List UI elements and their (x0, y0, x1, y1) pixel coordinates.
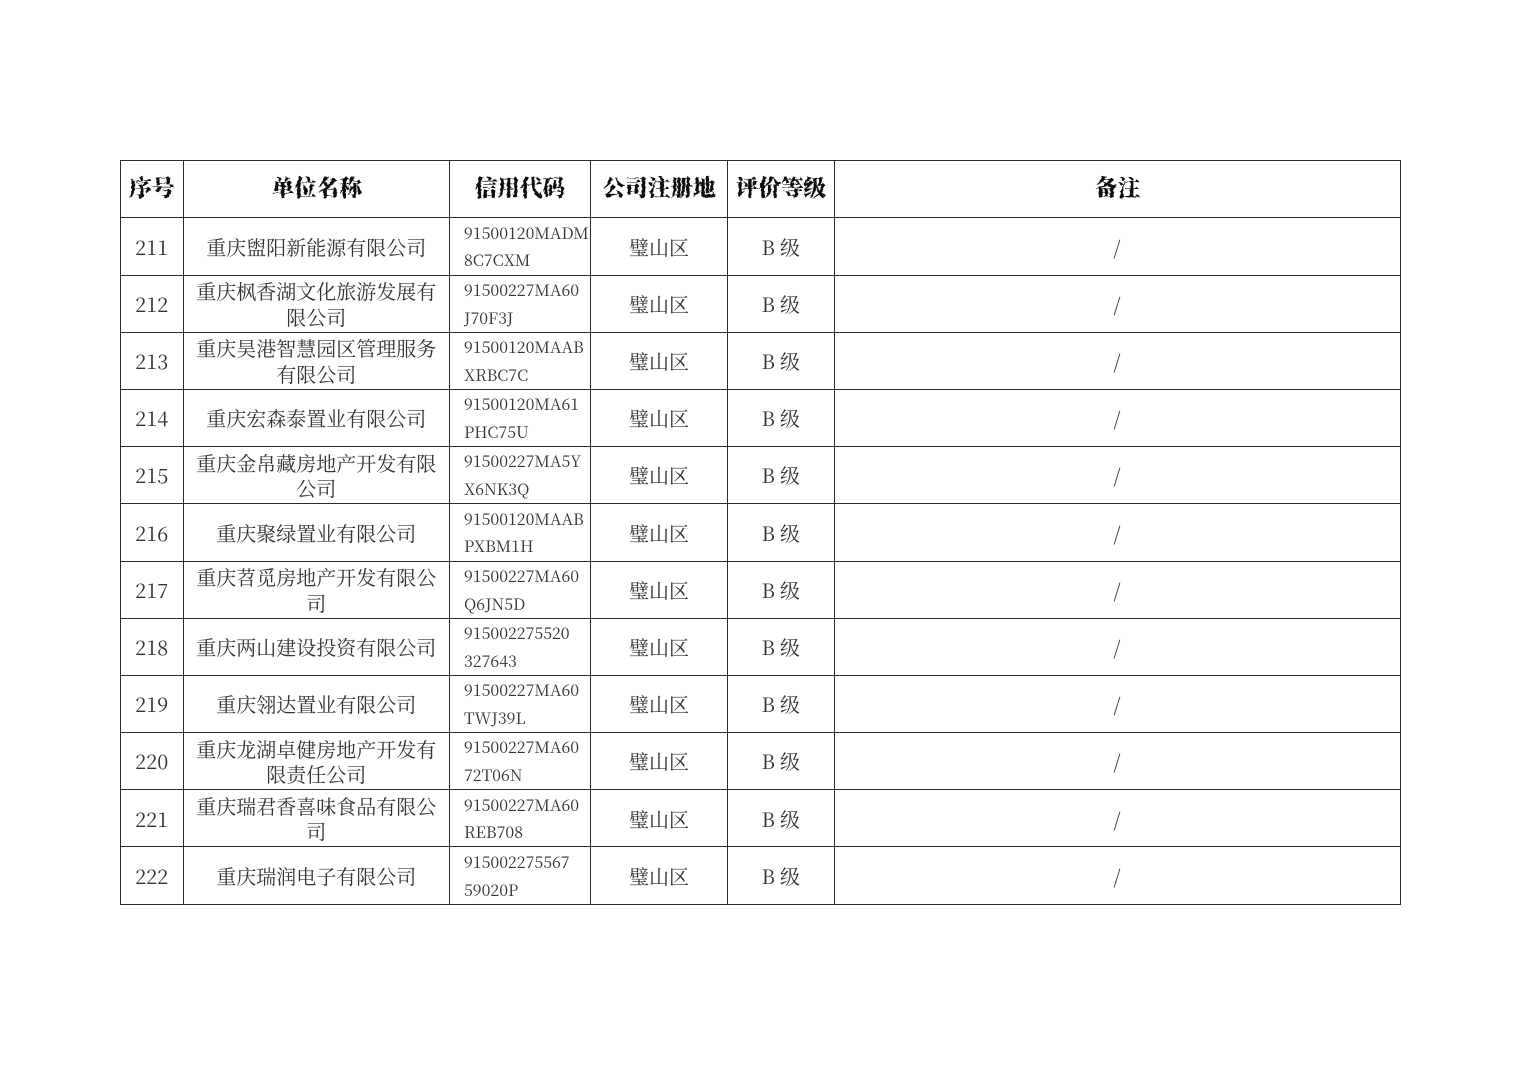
svg-text:序号: 序号 (129, 171, 175, 203)
svg-text:公司注册地: 公司注册地 (603, 171, 716, 203)
svg-text:备注: 备注 (1094, 171, 1140, 203)
svg-text:信用代码: 信用代码 (475, 171, 566, 203)
svg-text:评价等级: 评价等级 (736, 171, 827, 203)
svg-text:单位名称: 单位名称 (271, 171, 364, 203)
